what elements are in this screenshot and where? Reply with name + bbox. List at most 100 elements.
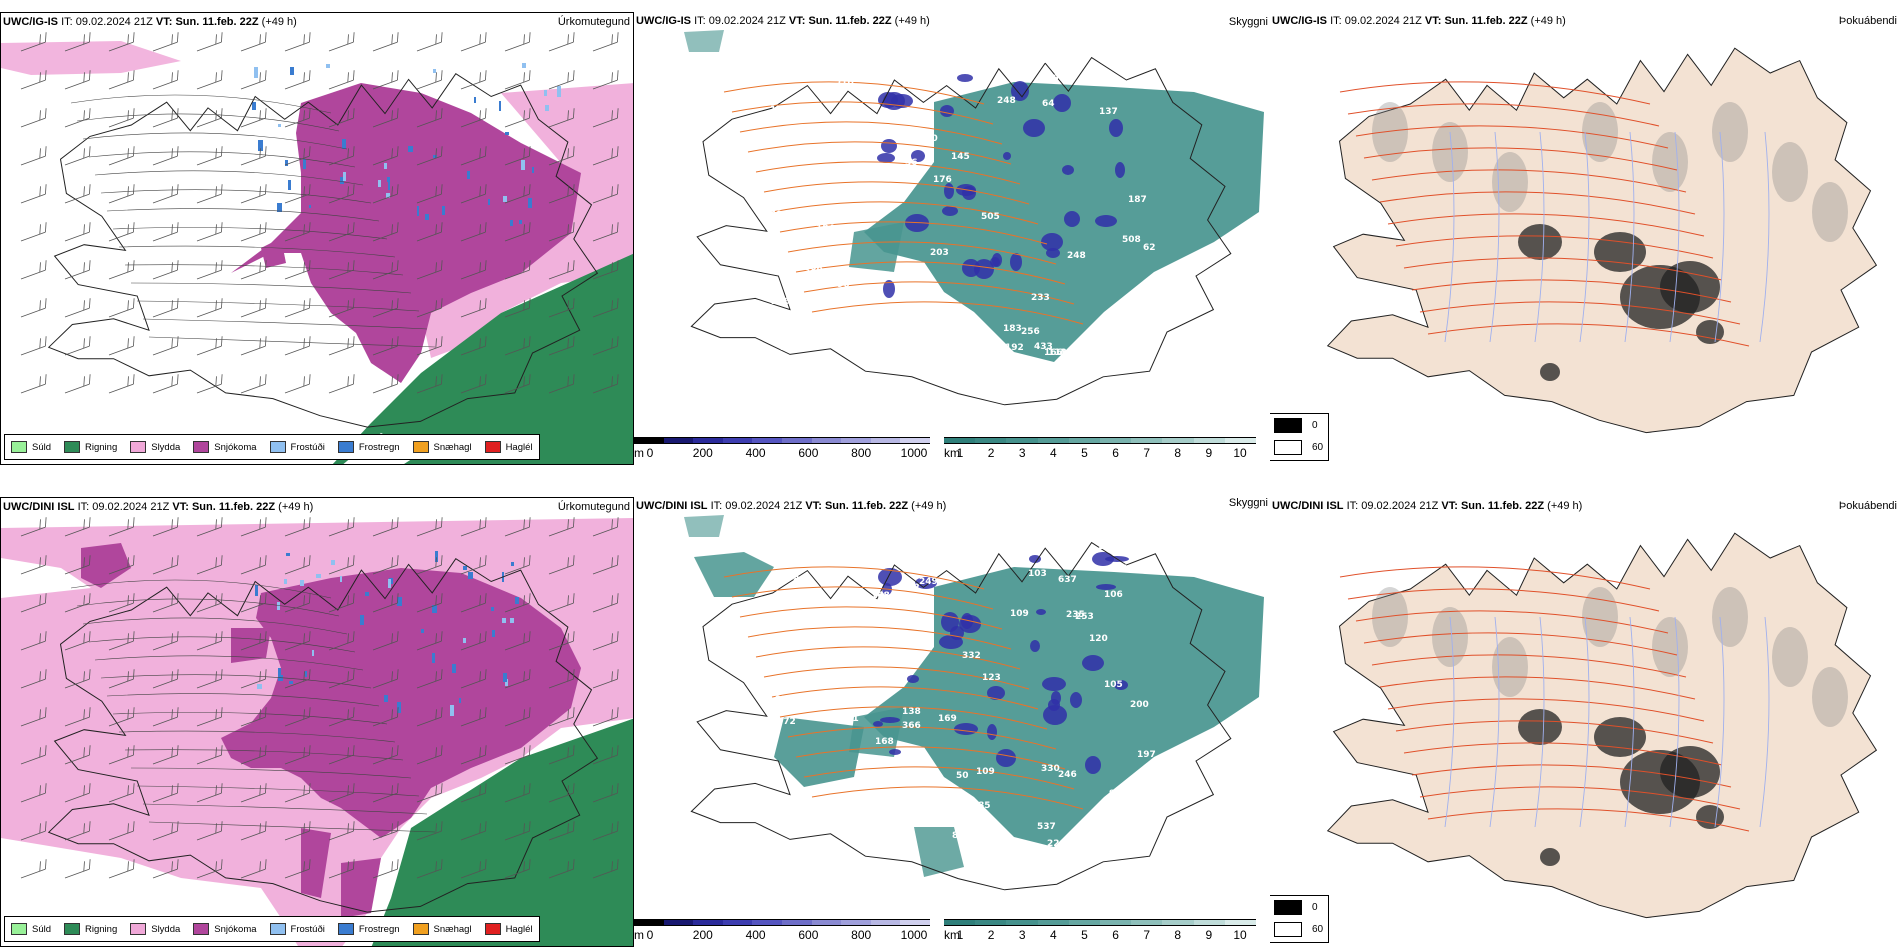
legend-item: Súld [11, 441, 51, 453]
colorbar-unit: km [944, 446, 960, 460]
cloud-base-value: 537 [1037, 822, 1056, 832]
cloud-base-value: 192 [901, 583, 920, 593]
cloud-base-value: 499 [770, 210, 789, 220]
cloud-base-value: 233 [1031, 293, 1050, 303]
cloud-base-value: 96 [837, 280, 850, 290]
cloud-base-value: 640 [919, 134, 938, 144]
precip-legend: Súld Rigning Slydda Snjókoma Frostúði Frostre… [4, 916, 540, 942]
cloud-base-value: 167 [783, 278, 802, 288]
colorbar-tick: 200 [692, 446, 713, 460]
fog-legend-swatch [1274, 900, 1302, 915]
cloud-base-value: 246 [759, 151, 778, 161]
cloud-base-value: 687 [765, 708, 784, 718]
legend-swatch [484, 441, 501, 453]
colorbar-segment [900, 437, 930, 444]
visibility-map: 103 99 50 109 197 84 127 324 537 105 330 286 253 572 2… [684, 515, 1264, 891]
fog-index-panel-row1: UWC/IG-IS IT: 09.02.2024 21Z VT: Sun. 11… [1270, 12, 1900, 467]
colorbar-tick: 4 [1049, 928, 1057, 942]
cloud-base-value: 184 [816, 224, 835, 234]
colorbar-tick: 8 [1174, 928, 1182, 942]
cloud-base-value: 137 [1099, 107, 1118, 117]
colorbar-segment [944, 437, 976, 444]
cloud-base-value: 238 [775, 695, 794, 705]
legend-item: Frostúði [269, 441, 325, 453]
visibility-map: 62 640 380 286 593 137 107 67 167 248 121 96 433 246 5… [684, 30, 1264, 406]
fog-legend-swatch [1274, 418, 1302, 433]
legend-label: Slydda [151, 441, 181, 453]
colorbar-segment [722, 437, 753, 444]
legend-item: Snæhagl [412, 923, 472, 935]
colorbar-segment [1100, 919, 1132, 926]
legend-item: Frostregn [337, 923, 400, 935]
colorbar-unit: km [944, 928, 960, 942]
colorbar-tick: 1000 [900, 928, 928, 942]
colorbar-tick: 3 [1018, 446, 1026, 460]
cloud-base-value: 246 [1058, 770, 1077, 780]
cloud-base-value: 572 [777, 717, 796, 727]
legend-item: Snjókoma [193, 441, 257, 453]
colorbar-tick: 400 [745, 928, 766, 942]
colorbar-segment [811, 437, 842, 444]
legend-swatch [337, 441, 354, 453]
legend-swatch [484, 923, 501, 935]
cloud-base-value: 197 [1137, 750, 1156, 760]
colorbar-tick: 5 [1081, 446, 1088, 460]
fog-legend-swatch [1274, 440, 1302, 455]
cloud-base-value: 593 [780, 343, 799, 353]
panel-header: UWC/IG-IS IT: 09.02.2024 21Z VT: Sun. 11… [1272, 15, 1566, 27]
cloud-base-value: 324 [787, 808, 806, 818]
cloud-base-value: 248 [1067, 251, 1086, 261]
colorbar-segment [1037, 437, 1069, 444]
panel-title: Skyggni [1228, 497, 1268, 509]
legend-swatch [130, 441, 147, 453]
cloud-base-value: 113 [1048, 348, 1067, 358]
cloud-base-value: 107 [816, 315, 835, 325]
cloud-base-value: 158 [863, 162, 882, 172]
colorbar-tick: 8 [1174, 446, 1182, 460]
colorbar-segment [944, 919, 976, 926]
colorbar-unit: m [634, 928, 644, 942]
cloud-base-value: 430 [749, 767, 768, 777]
colorbar-tick: 5 [1081, 928, 1088, 942]
colorbar-segment [1193, 437, 1225, 444]
legend-swatch [130, 923, 147, 935]
legend-item: Rigning [64, 923, 117, 935]
cloud-base-value: 201 [836, 269, 855, 279]
visibility-colorbar: km 1 2 3 4 5 6 7 8 9 10 [944, 919, 1270, 950]
cloud-base-value: 62 [1143, 243, 1156, 253]
cloud-base-value: 239 [829, 609, 848, 619]
colorbar-segment [1068, 919, 1100, 926]
cloud-base-value: 192 [1005, 343, 1024, 353]
legend-label: Frostúði [290, 923, 325, 935]
cloud-base-value: 177 [800, 639, 819, 649]
cloud-base-value: 290 [905, 327, 924, 337]
cloud-base-value: 218 [959, 561, 978, 571]
legend-item: Snjókoma [193, 923, 257, 935]
legend-label: Haglél [505, 441, 533, 453]
colorbar-tick: 1 [956, 928, 964, 942]
colorbar-segment [1224, 437, 1256, 444]
cloud-base-value: 120 [1089, 634, 1108, 644]
cloud-base-value: 235 [1066, 610, 1085, 620]
colorbar-segment [1068, 437, 1100, 444]
cloud-base-value: 169 [938, 714, 957, 724]
panel-title: Skyggni [1228, 16, 1268, 28]
fog-legend-item: 0 [1274, 900, 1318, 915]
cloud-base-value: 248 [997, 96, 1016, 106]
legend-item: Slydda [130, 923, 180, 935]
cloud-base-value: 179 [1040, 74, 1059, 84]
colorbar-segment [900, 919, 930, 926]
cloud-base-colorbar: m 0 200 400 600 800 1000 [634, 919, 944, 950]
panel-title: Þokuábendi [1838, 500, 1897, 512]
cloud-base-value: 203 [930, 248, 949, 258]
colorbar-segment [752, 919, 782, 926]
colorbar-segment [634, 919, 664, 926]
cloud-base-value: 637 [1058, 575, 1077, 585]
colorbar-tick: 2 [987, 928, 995, 942]
legend-label: Frostregn [358, 441, 400, 453]
colorbar-tick: 7 [1143, 928, 1150, 942]
fog-legend-item: 60 [1274, 440, 1323, 455]
cloud-base-value: 330 [1041, 764, 1060, 774]
cloud-base-value: 176 [731, 828, 750, 838]
cloud-base-value: 359 [763, 635, 782, 645]
